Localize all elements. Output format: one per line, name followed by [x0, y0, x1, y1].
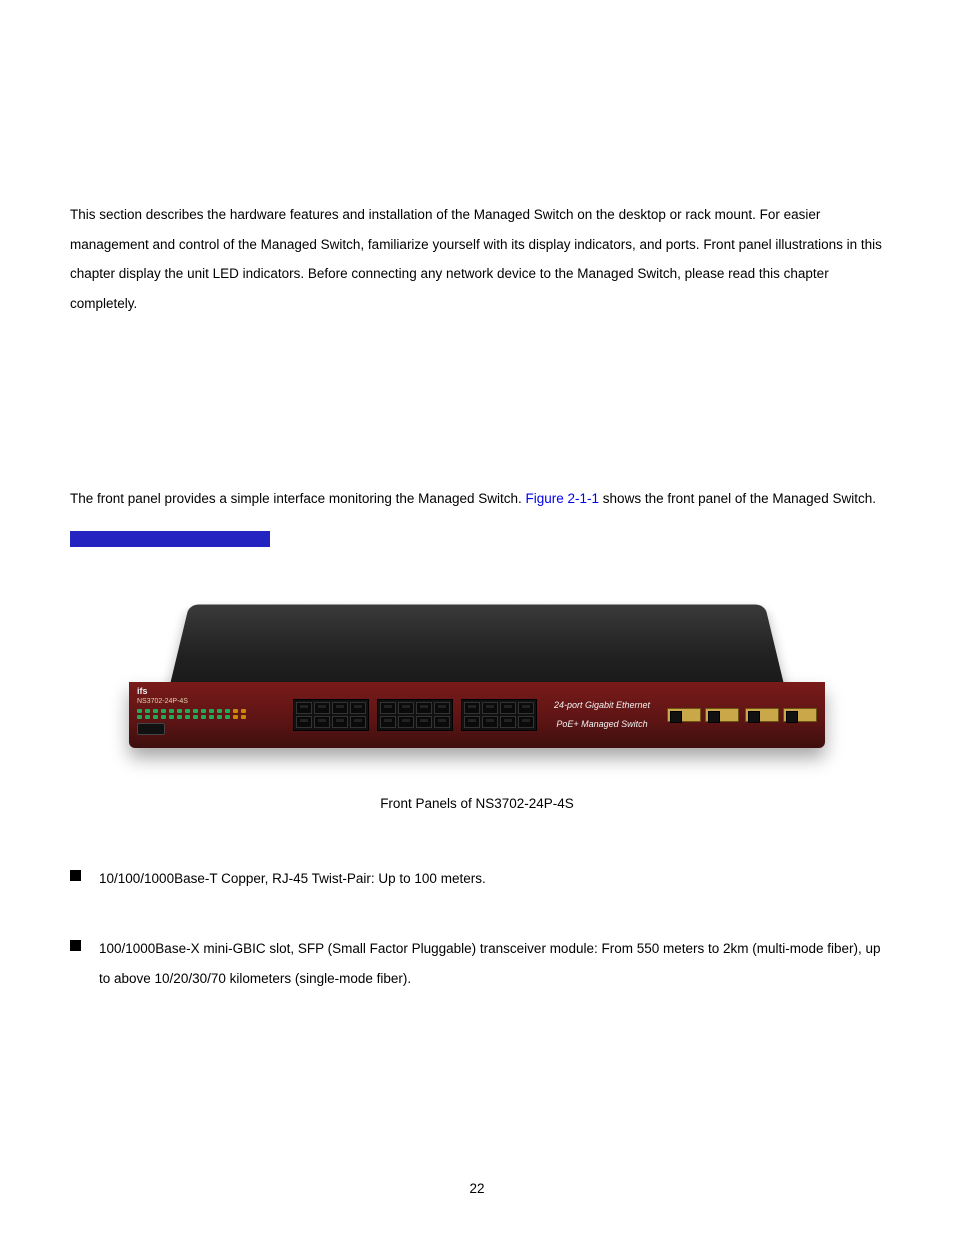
brand-logo: ifs [137, 687, 287, 696]
document-page: This section describes the hardware feat… [0, 0, 954, 993]
bullet-marker-icon [70, 940, 81, 951]
bullet-item: 10/100/1000Base-T Copper, RJ-45 Twist-Pa… [70, 864, 884, 894]
page-number: 22 [0, 1182, 954, 1196]
sfp-area [667, 708, 817, 722]
sfp-slot [783, 708, 817, 722]
face-description-label: 24-port Gigabit Ethernet PoE+ Managed Sw… [543, 696, 661, 736]
bullet-marker-icon [70, 870, 81, 881]
sfp-slot [667, 708, 701, 722]
console-port [137, 723, 165, 735]
fp-text-after: shows the front panel of the Managed Swi… [599, 491, 876, 506]
sfp-pair-1 [667, 708, 739, 722]
sfp-slot [745, 708, 779, 722]
rj45-port-blocks [293, 699, 537, 731]
front-panel-paragraph: The front panel provides a simple interf… [70, 484, 884, 514]
model-label: NS3702-24P-4S [137, 698, 287, 705]
face-left-panel: ifs NS3702-24P-4S [137, 687, 287, 743]
chassis-front-face: ifs NS3702-24P-4S [129, 682, 825, 748]
port-block-2 [377, 699, 453, 731]
fp-text-before: The front panel provides a simple interf… [70, 491, 526, 506]
port-block-1 [293, 699, 369, 731]
figure-caption: Front Panels of NS3702-24P-4S [70, 795, 884, 814]
bullet-item: 100/1000Base-X mini-GBIC slot, SFP (Smal… [70, 934, 884, 993]
port-block-3 [461, 699, 537, 731]
bullet-body: 10/100/1000Base-T Copper, RJ-45 Twist-Pa… [95, 864, 486, 894]
bullet-body: 100/1000Base-X mini-GBIC slot, SFP (Smal… [95, 934, 884, 993]
sfp-slot [705, 708, 739, 722]
figure-ref-link[interactable]: Figure 2-1-1 [526, 491, 600, 506]
section-accent-bar [70, 531, 270, 547]
switch-figure: ifs NS3702-24P-4S [107, 577, 847, 777]
led-grid [137, 709, 287, 719]
sfp-pair-2 [745, 708, 817, 722]
intro-paragraph: This section describes the hardware feat… [70, 200, 884, 319]
